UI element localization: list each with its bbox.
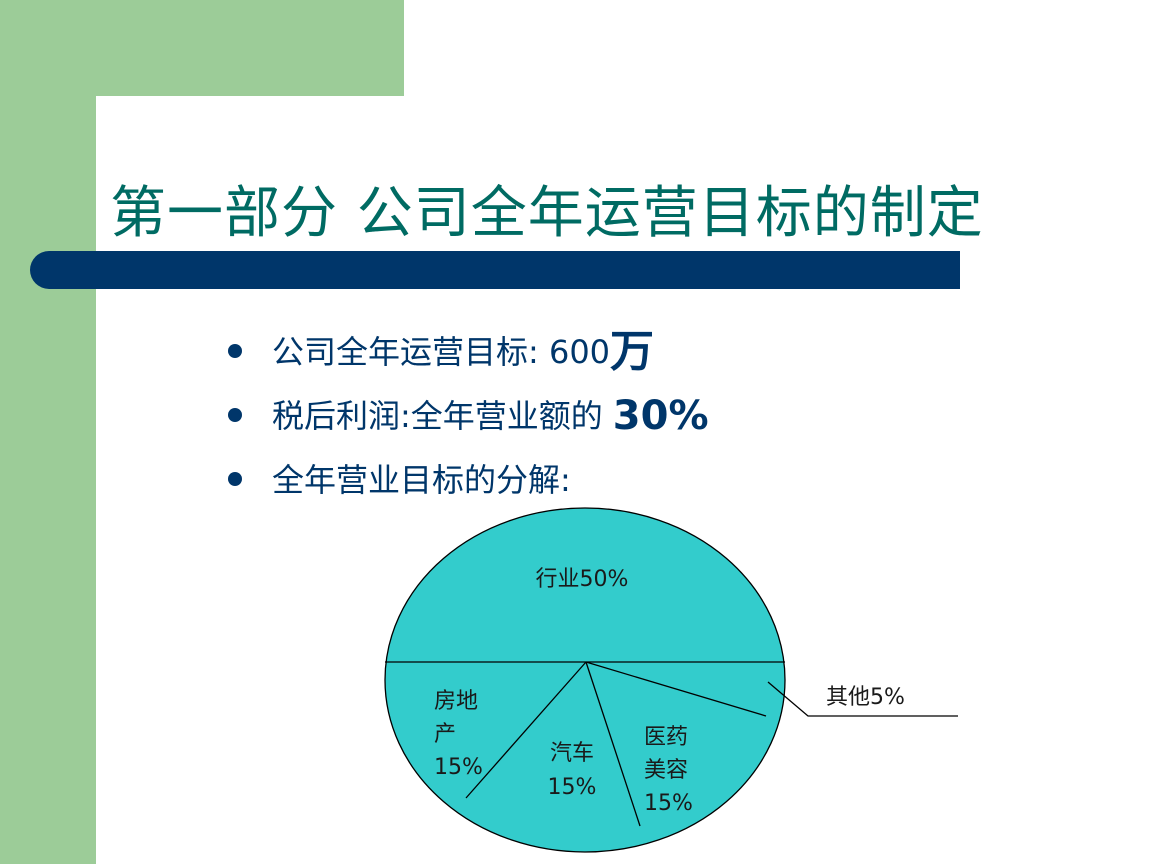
- bullet-target-unit: 万: [610, 326, 655, 377]
- bullet-profit-value: 30%: [612, 393, 709, 439]
- bullet-dot-icon: [228, 408, 242, 422]
- bullet-item-breakdown: 全年营业目标的分解:: [228, 436, 709, 500]
- pie-label-industry: 行业50%: [536, 567, 629, 592]
- pie-body: [384, 507, 786, 853]
- bullet-profit-text: 税后利润:全年营业额的: [272, 397, 603, 435]
- bullet-breakdown-text: 全年营业目标的分解:: [272, 461, 571, 499]
- green-left-band: [0, 0, 96, 864]
- bullet-target-text: 公司全年运营目标: 600: [272, 333, 611, 371]
- pie-label-real-estate: 房地产 15%: [434, 689, 483, 780]
- title-underline-bar: [30, 251, 960, 289]
- pie-label-other: 其他5%: [826, 685, 905, 710]
- pie-separator-2: [585, 661, 641, 827]
- pie-leader-line: [767, 681, 958, 717]
- bullet-dot-icon: [228, 472, 242, 486]
- slide-title: 第一部分 公司全年运营目标的制定: [110, 181, 984, 246]
- pie-label-pharma: 医药美容 15%: [644, 725, 693, 816]
- pie-separator-1: [465, 661, 587, 799]
- pie-separator-3: [585, 661, 767, 717]
- bullet-dot-icon: [228, 344, 242, 358]
- bullet-list: 公司全年运营目标: 600 万 税后利润:全年营业额的 30% 全年营业目标的分解:: [228, 308, 709, 500]
- pie-label-auto: 汽车 15%: [548, 741, 597, 800]
- bullet-item-profit: 税后利润:全年营业额的 30%: [228, 372, 709, 436]
- bullet-item-target: 公司全年运营目标: 600 万: [228, 308, 709, 377]
